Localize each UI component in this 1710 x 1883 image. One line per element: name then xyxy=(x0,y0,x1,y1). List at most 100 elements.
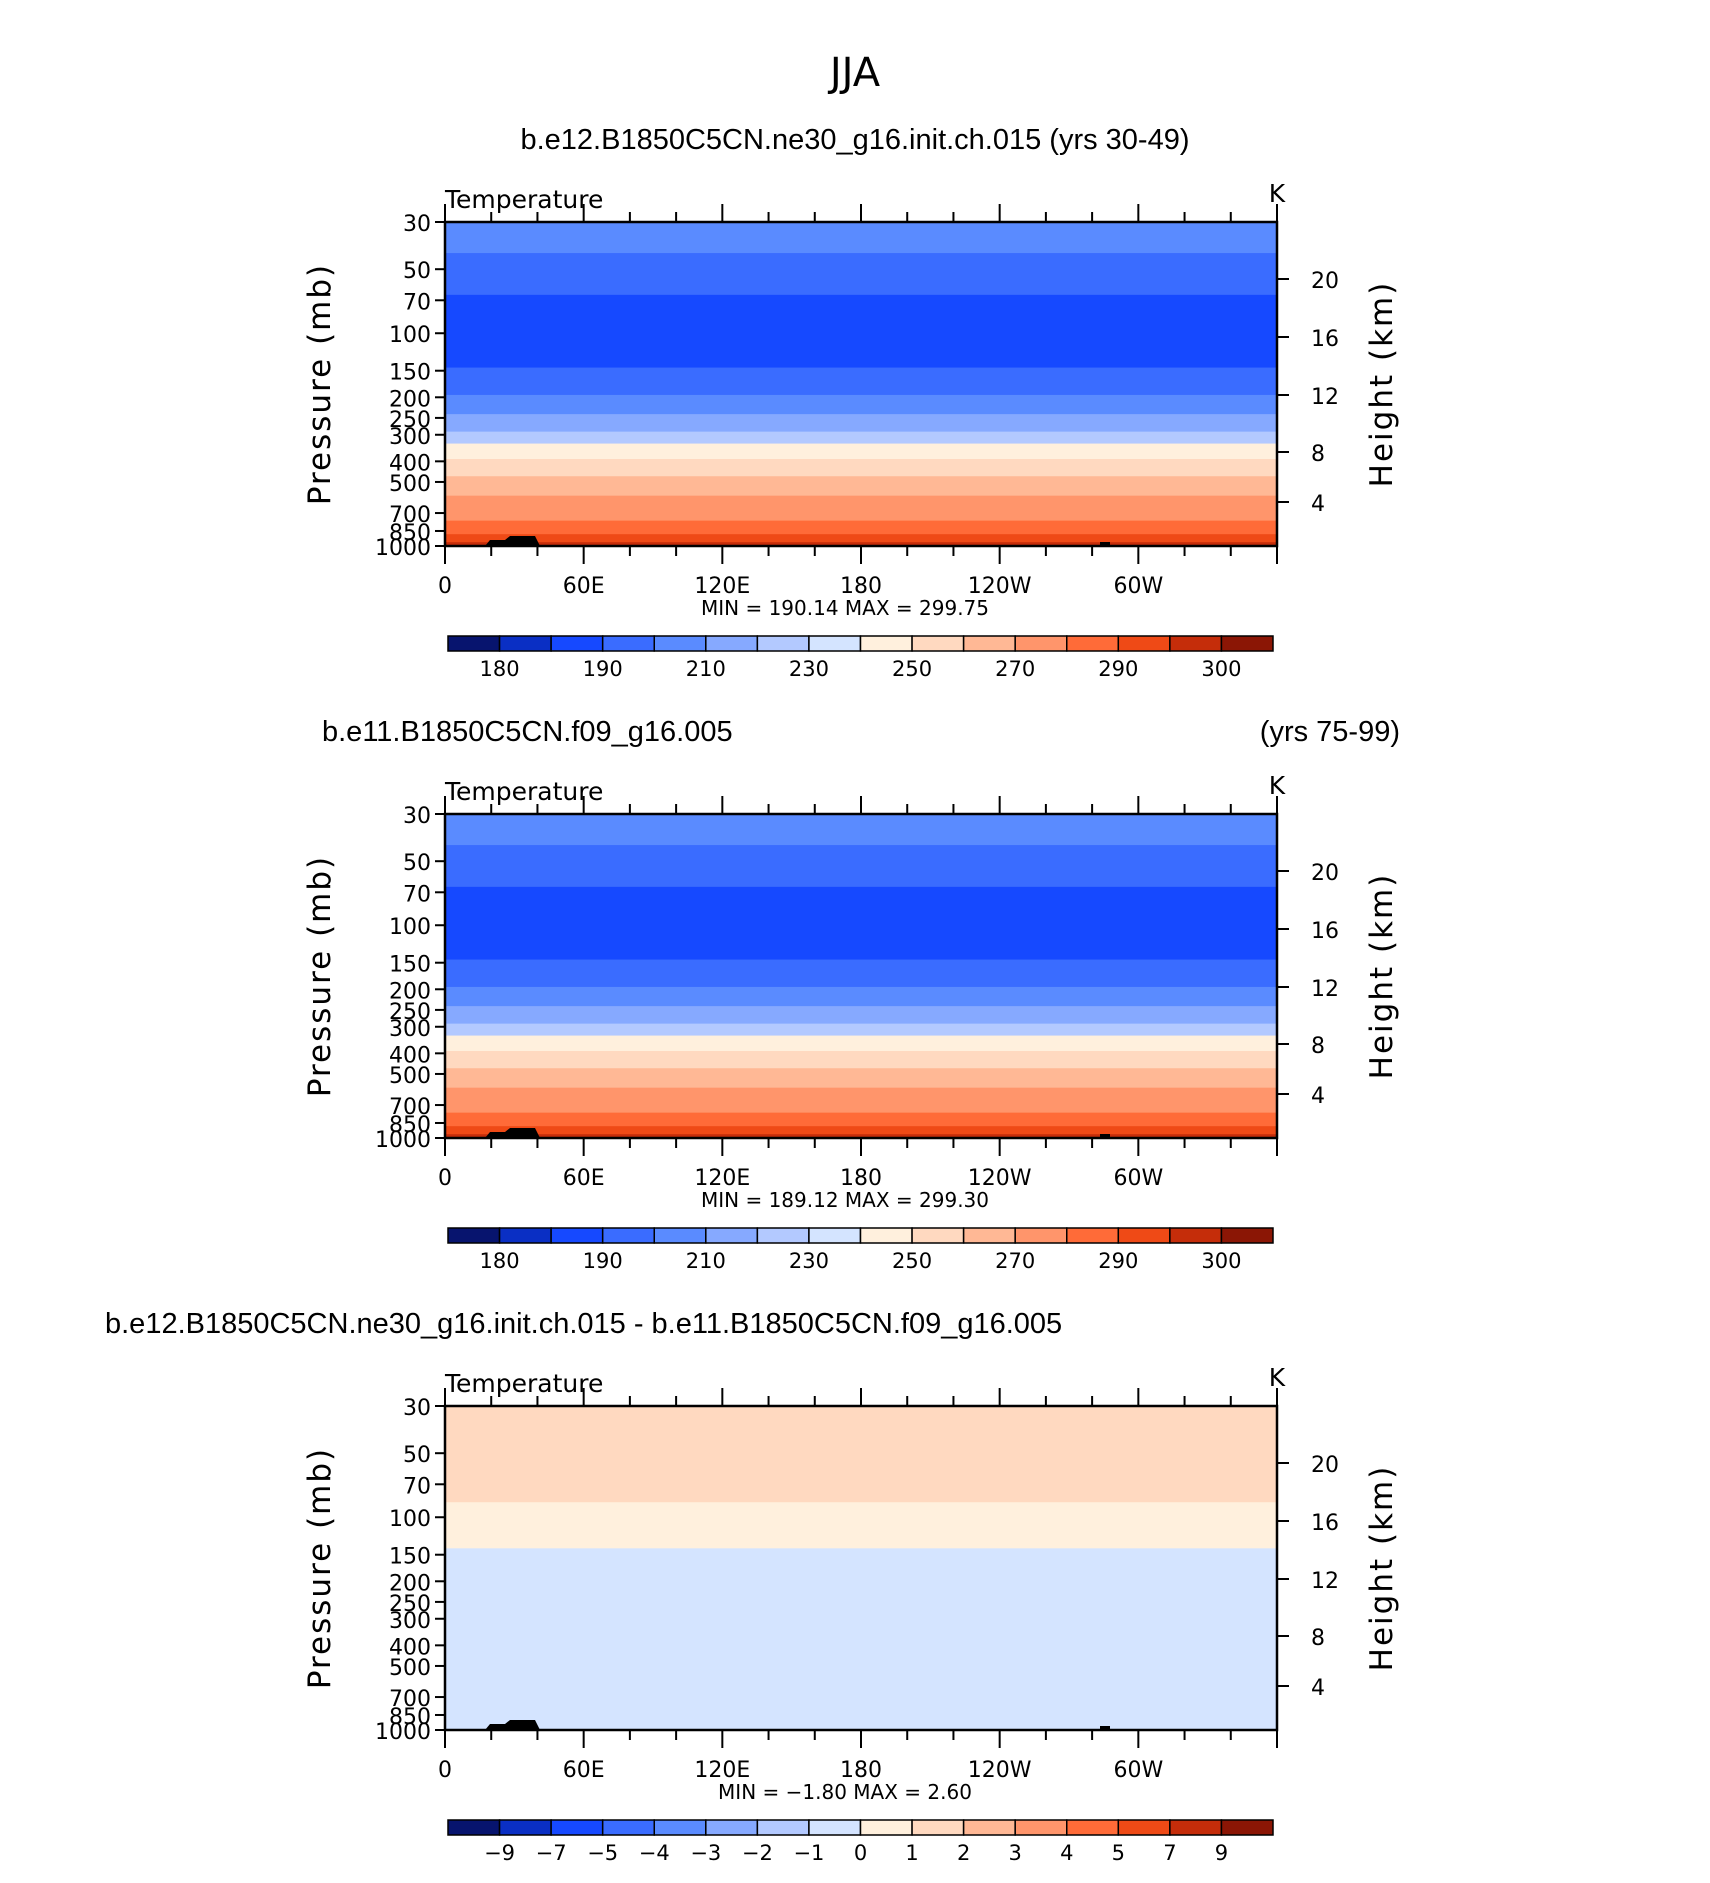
colorbar-swatch xyxy=(1066,635,1120,652)
colorbar-label: −7 xyxy=(536,1841,567,1865)
colorbar-label: −1 xyxy=(793,1841,824,1865)
colorbar-swatch xyxy=(756,1227,810,1244)
variable-label: Temperature xyxy=(444,777,603,806)
pressure-tick-label: 700 xyxy=(389,503,431,528)
topography-africa xyxy=(485,1128,540,1138)
colorbar-label: 250 xyxy=(892,1249,932,1273)
contour-band xyxy=(445,1126,1277,1135)
colorbar-label: 290 xyxy=(1098,657,1138,681)
height-tick-label: 8 xyxy=(1311,1034,1325,1059)
contour-band xyxy=(445,1087,1277,1114)
topography-andes xyxy=(1100,1134,1110,1138)
colorbar-swatch xyxy=(911,1227,965,1244)
colorbar-label: 180 xyxy=(480,657,520,681)
colorbar-label: 9 xyxy=(1215,1841,1228,1865)
panel-1: b.e12.B1850C5CN.ne30_g16.init.ch.015 (yr… xyxy=(302,124,1400,681)
colorbar-swatch xyxy=(601,1227,655,1244)
pressure-tick-label: 70 xyxy=(403,882,431,907)
pressure-tick-label: 300 xyxy=(389,1017,431,1042)
pressure-tick-label: 150 xyxy=(389,1545,431,1570)
pressure-tick-label: 150 xyxy=(389,953,431,978)
colorbar-label: 290 xyxy=(1098,1249,1138,1273)
contour-band xyxy=(445,1050,1277,1069)
colorbar-swatch xyxy=(1066,1819,1120,1836)
height-tick-label: 12 xyxy=(1311,385,1339,410)
lon-tick-label: 60W xyxy=(1113,1758,1163,1783)
colorbar-swatch xyxy=(1117,635,1171,652)
contour-band xyxy=(445,476,1277,497)
colorbar-label: 3 xyxy=(1009,1841,1022,1865)
panel-title: b.e11.B1850C5CN.f09_g16.005 xyxy=(322,716,733,748)
height-tick-label: 8 xyxy=(1311,442,1325,467)
pressure-tick-label: 50 xyxy=(403,851,431,876)
lon-tick-label: 0 xyxy=(438,1758,452,1783)
colorbar-label: 300 xyxy=(1201,1249,1241,1273)
height-tick-label: 4 xyxy=(1311,1676,1325,1701)
contour-band xyxy=(445,814,1277,846)
colorbar: 180 190 210 230 250 270 290 300 xyxy=(447,635,1274,681)
contour-band xyxy=(445,1112,1277,1127)
height-tick-label: 16 xyxy=(1311,1511,1339,1536)
pressure-tick-label: 50 xyxy=(403,1443,431,1468)
lon-tick-label: 0 xyxy=(438,1166,452,1191)
lon-tick-label: 180 xyxy=(840,1758,882,1783)
ylabel-height: Height (km) xyxy=(1364,1465,1400,1672)
panel-title: b.e12.B1850C5CN.ne30_g16.init.ch.015 (yr… xyxy=(520,124,1189,156)
colorbar-swatch xyxy=(1169,635,1223,652)
pressure-tick-label: 850 xyxy=(389,1705,431,1730)
pressure-tick-label: 700 xyxy=(389,1095,431,1120)
contour-band xyxy=(445,495,1277,522)
colorbar-swatch xyxy=(1169,1819,1223,1836)
pressure-tick-label: 300 xyxy=(389,425,431,450)
contour-band xyxy=(445,394,1277,415)
contour-band xyxy=(445,367,1277,396)
colorbar-swatch xyxy=(550,1227,604,1244)
pressure-tick-label: 200 xyxy=(389,1571,431,1596)
colorbar-swatch xyxy=(911,635,965,652)
colorbar-swatch xyxy=(962,1227,1016,1244)
lon-tick-label: 60E xyxy=(563,574,605,599)
pressure-tick-label: 850 xyxy=(389,1113,431,1138)
lon-tick-label: 60W xyxy=(1113,1166,1163,1191)
lon-tick-label: 60E xyxy=(563,1166,605,1191)
lon-tick-label: 120W xyxy=(968,1758,1032,1783)
pressure-tick-label: 400 xyxy=(389,451,431,476)
colorbar-label: 4 xyxy=(1060,1841,1073,1865)
variable-label: Temperature xyxy=(444,185,603,214)
contour-band xyxy=(445,1406,1277,1503)
lon-tick-label: 180 xyxy=(840,1166,882,1191)
pressure-tick-label: 100 xyxy=(389,323,431,348)
topography-africa xyxy=(485,1720,540,1730)
colorbar-label: 190 xyxy=(583,657,623,681)
colorbar-swatch xyxy=(962,1819,1016,1836)
colorbar-label: 230 xyxy=(789,657,829,681)
ylabel-height: Height (km) xyxy=(1364,873,1400,1080)
stats-label: MIN = 189.12 MAX = 299.30 xyxy=(701,1188,989,1212)
contour-band xyxy=(445,986,1277,1007)
colorbar-swatch xyxy=(498,1819,552,1836)
colorbar: −9 −7 −5 −4 −3 −2 −1 0 1 2 3 4 5 7 9 xyxy=(447,1819,1274,1865)
colorbar: 180 190 210 230 250 270 290 300 xyxy=(447,1227,1274,1273)
pressure-tick-label: 70 xyxy=(403,1474,431,1499)
stats-label: MIN = −1.80 MAX = 2.60 xyxy=(718,1780,972,1804)
colorbar-swatch xyxy=(808,1227,862,1244)
contour-bands xyxy=(445,814,1277,1139)
colorbar-swatch xyxy=(756,635,810,652)
contour-bands xyxy=(445,222,1277,547)
colorbar-swatch xyxy=(447,1227,501,1244)
colorbar-label: 210 xyxy=(686,1249,726,1273)
pressure-tick-label: 1000 xyxy=(375,536,431,561)
colorbar-label: 180 xyxy=(480,1249,520,1273)
contour-band xyxy=(445,1035,1277,1052)
colorbar-swatch xyxy=(653,1227,707,1244)
variable-label: Temperature xyxy=(444,1369,603,1398)
pressure-tick-label: 250 xyxy=(389,408,431,433)
pressure-tick-label: 30 xyxy=(403,212,431,237)
colorbar-swatch xyxy=(498,1227,552,1244)
contour-band xyxy=(445,542,1277,547)
contour-band xyxy=(445,294,1277,369)
contour-band xyxy=(445,253,1277,296)
contour-band xyxy=(445,1068,1277,1089)
pressure-tick-label: 50 xyxy=(403,259,431,284)
colorbar-label: 230 xyxy=(789,1249,829,1273)
